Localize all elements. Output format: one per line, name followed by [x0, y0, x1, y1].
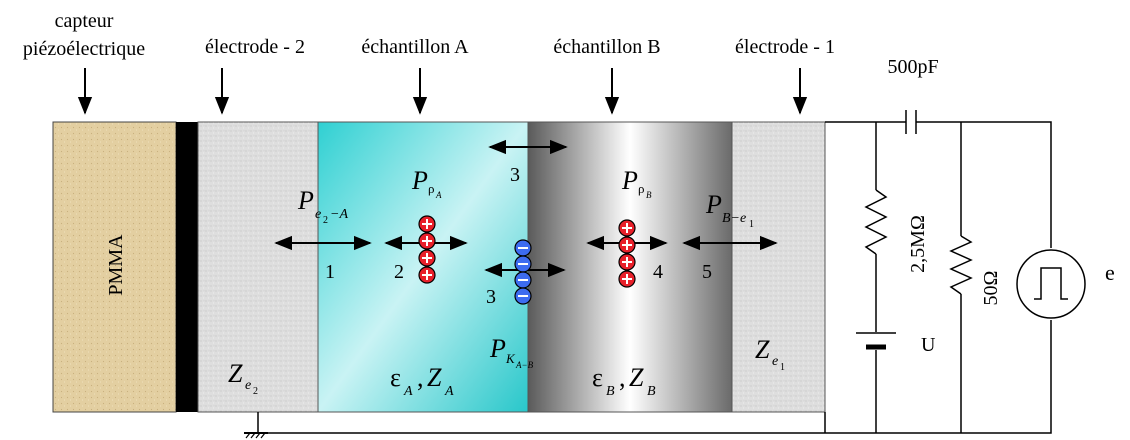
svg-text:1: 1 — [780, 362, 785, 373]
svg-text:Z: Z — [228, 359, 243, 388]
battery-label: U — [921, 334, 936, 356]
svg-text:B: B — [647, 384, 656, 399]
label-p-e2-A: P e 2 −A — [297, 186, 348, 226]
label-p-rho-A: P ρ A — [411, 166, 442, 200]
resistor-big-label: 2,5MΩ — [907, 215, 929, 273]
positive-charges-A — [418, 215, 436, 284]
electrode1-block — [731, 121, 826, 413]
svg-text:,: , — [619, 363, 626, 392]
svg-text:P: P — [705, 190, 722, 219]
ground-hatch — [245, 432, 266, 439]
black-layer — [176, 122, 198, 412]
label-z-e1: Z e 1 — [755, 335, 785, 373]
electrode2-block — [197, 121, 319, 413]
svg-text:A: A — [444, 384, 454, 399]
arrow-number-5: 5 — [702, 261, 712, 283]
resistor-small-label: 50Ω — [980, 271, 1002, 306]
capacitor-label: 500pF — [887, 56, 938, 78]
label-eps-z-A: ε A , Z A — [390, 363, 454, 399]
pmma-block — [52, 121, 177, 413]
circuit — [244, 110, 1086, 439]
svg-text:A: A — [435, 190, 442, 200]
svg-text:−A: −A — [330, 207, 348, 222]
pulse-symbol — [1034, 267, 1068, 300]
svg-text:ε: ε — [592, 363, 603, 392]
arrow-number-3-top: 3 — [510, 164, 520, 186]
label-p-K-AB: P K A−B — [489, 334, 534, 370]
svg-text:P: P — [489, 334, 506, 363]
electrode1-label: électrode - 1 — [735, 36, 835, 58]
svg-text:B: B — [606, 384, 615, 399]
svg-text:e: e — [315, 207, 321, 222]
svg-text:P: P — [297, 186, 314, 215]
svg-text:ε: ε — [390, 363, 401, 392]
label-p-rho-B: P ρ B — [621, 166, 652, 200]
pulse-source-circle — [1016, 249, 1086, 319]
label-p-B-e1: P B−e 1 — [705, 190, 754, 230]
arrow-number-2: 2 — [394, 261, 404, 283]
sampleA-label: échantillon A — [361, 36, 469, 58]
sensor-label-line2: piézoélectrique — [23, 38, 145, 60]
arrow-number-1: 1 — [325, 261, 335, 283]
svg-text:2: 2 — [323, 215, 328, 226]
arrow-number-4: 4 — [653, 261, 663, 283]
arrow-number-3-bottom: 3 — [486, 286, 496, 308]
sampleB-label: échantillon B — [553, 36, 660, 58]
resistor-small — [949, 235, 973, 295]
svg-text:Z: Z — [755, 335, 770, 364]
resistor-big — [864, 189, 888, 255]
svg-text:P: P — [411, 166, 428, 195]
svg-text:B: B — [646, 190, 652, 200]
sensor-label-line1: capteur — [55, 10, 114, 32]
electrode2-label: électrode - 2 — [205, 36, 305, 58]
positive-charges-B — [618, 219, 636, 288]
svg-text:e: e — [772, 354, 778, 369]
svg-text:2: 2 — [253, 386, 258, 397]
label-eps-z-B: ε B , Z B — [592, 363, 656, 399]
svg-text:1: 1 — [749, 219, 754, 230]
svg-text:ρ: ρ — [638, 181, 645, 196]
svg-text:Z: Z — [427, 363, 442, 392]
svg-text:B−e: B−e — [722, 211, 746, 226]
svg-text:A−B: A−B — [515, 360, 534, 370]
svg-text:P: P — [621, 166, 638, 195]
top-wire-right — [916, 121, 1052, 248]
svg-text:ρ: ρ — [428, 181, 435, 196]
svg-text:,: , — [417, 363, 424, 392]
bottom-wire — [258, 320, 1052, 434]
svg-text:e: e — [245, 378, 251, 393]
pmma-label: PMMA — [105, 234, 127, 296]
svg-text:Z: Z — [629, 363, 644, 392]
label-z-e2: Z e 2 — [228, 359, 258, 397]
source-label: e — [1105, 260, 1115, 285]
negative-charges-interface — [514, 239, 532, 305]
svg-text:A: A — [403, 384, 413, 399]
svg-text:K: K — [505, 351, 516, 366]
pointer-arrows — [77, 68, 808, 115]
